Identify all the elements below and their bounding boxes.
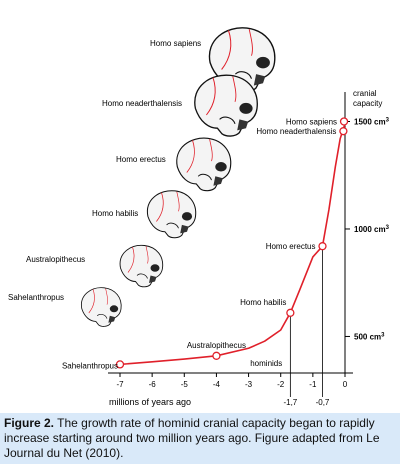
y-tick-label: 1000 cm3: [354, 225, 390, 234]
skull-eye-socket: [256, 56, 270, 69]
caption-text: The growth rate of hominid cranial capac…: [4, 416, 380, 460]
skull-eye-socket: [181, 212, 193, 221]
skull-cheek-line: [96, 313, 108, 319]
skull-jaw-shade: [108, 315, 116, 323]
skull-icon: [194, 74, 258, 137]
skull-icon: [146, 190, 197, 239]
skull-suture: [232, 76, 237, 102]
skull-label: Homo neaderthalensis: [102, 99, 182, 108]
skull-label: Australopithecus: [26, 255, 85, 264]
data-point: [286, 308, 295, 317]
skull-suture: [248, 29, 253, 56]
axis-note: hominids: [250, 359, 282, 368]
skull-suture: [88, 289, 95, 314]
data-point: [212, 351, 221, 360]
cranial-capacity-chart: -7 -6 -5 -4 -3 -2 -1 0 millions of years ago 500 …: [8, 27, 390, 407]
chart-marks: [115, 117, 349, 397]
x-tick-label: -4: [213, 380, 221, 389]
skull-cheek-line: [219, 116, 236, 125]
data-point: [339, 127, 348, 136]
skull-suture: [127, 246, 135, 273]
skull-eye-socket: [150, 264, 160, 272]
skull-cheek-line: [166, 222, 179, 229]
axes: [108, 92, 353, 377]
data-point: [339, 117, 349, 126]
skull-label: Homo sapiens: [150, 39, 201, 48]
data-point: [318, 242, 327, 251]
x-tick-label: -5: [181, 380, 189, 389]
x-axis-label: millions of years ago: [109, 397, 191, 407]
chart-labels: -7 -6 -5 -4 -3 -2 -1 0 millions of years ago 500 …: [8, 39, 390, 407]
skull-jaw-shade: [253, 74, 266, 86]
skull-label: Homo habilis: [92, 209, 138, 218]
x-tick-label: -1: [309, 380, 317, 389]
drop-line-label: -0,7: [316, 398, 330, 407]
point-label: Homo sapiens: [286, 117, 337, 126]
skull-label: Sahelanthropus: [8, 293, 64, 302]
skull-suture: [221, 30, 232, 70]
figure-caption: Figure 2. The growth rate of hominid cra…: [0, 413, 400, 464]
x-tick-label: -2: [277, 380, 285, 389]
skull-jaw-shade: [237, 119, 249, 131]
skull-suture: [206, 77, 216, 116]
skull-label: Homo erectus: [116, 155, 166, 164]
skull-cheek-line: [136, 273, 148, 279]
skull-eye-socket: [215, 162, 227, 172]
skull-suture: [156, 192, 164, 222]
caption-label: Figure 2.: [4, 416, 55, 430]
skull-icon: [119, 244, 164, 288]
skull-jaw-shade: [149, 275, 157, 283]
skull-suture: [176, 191, 180, 212]
point-label: Homo neaderthalensis: [256, 127, 336, 136]
y-axis-label-line2: capacity: [353, 99, 382, 108]
skull-suture: [105, 288, 108, 305]
data-point: [115, 360, 125, 369]
point-label: Homo erectus: [266, 242, 316, 251]
x-tick-label: -7: [116, 380, 124, 389]
x-tick-label: -6: [149, 380, 157, 389]
skull-suture: [209, 139, 213, 162]
skull-suture: [145, 246, 149, 264]
y-axis-label-line1: cranial: [353, 89, 377, 98]
skull-eye-socket: [239, 102, 253, 114]
point-label: Sahelanthropus: [62, 361, 118, 370]
y-tick-label: 1500 cm3: [354, 117, 390, 126]
drop-line-label: -1,7: [283, 398, 297, 407]
skull-jaw-shade: [180, 224, 189, 234]
y-tick-label: 500 cm3: [354, 332, 385, 341]
skull-eye-socket: [109, 305, 119, 313]
point-label: Homo habilis: [240, 298, 286, 307]
x-tick-label: 0: [343, 380, 348, 389]
skull-cheek-line: [234, 71, 253, 79]
skull-suture: [186, 140, 195, 173]
skull-illustrations: [81, 27, 276, 327]
skull-icon: [176, 137, 232, 192]
skull-jaw-shade: [213, 176, 223, 186]
point-label: Australopithecus: [187, 341, 246, 350]
skull-cheek-line: [197, 173, 212, 181]
skull-icon: [81, 287, 122, 327]
x-tick-label: -3: [245, 380, 253, 389]
